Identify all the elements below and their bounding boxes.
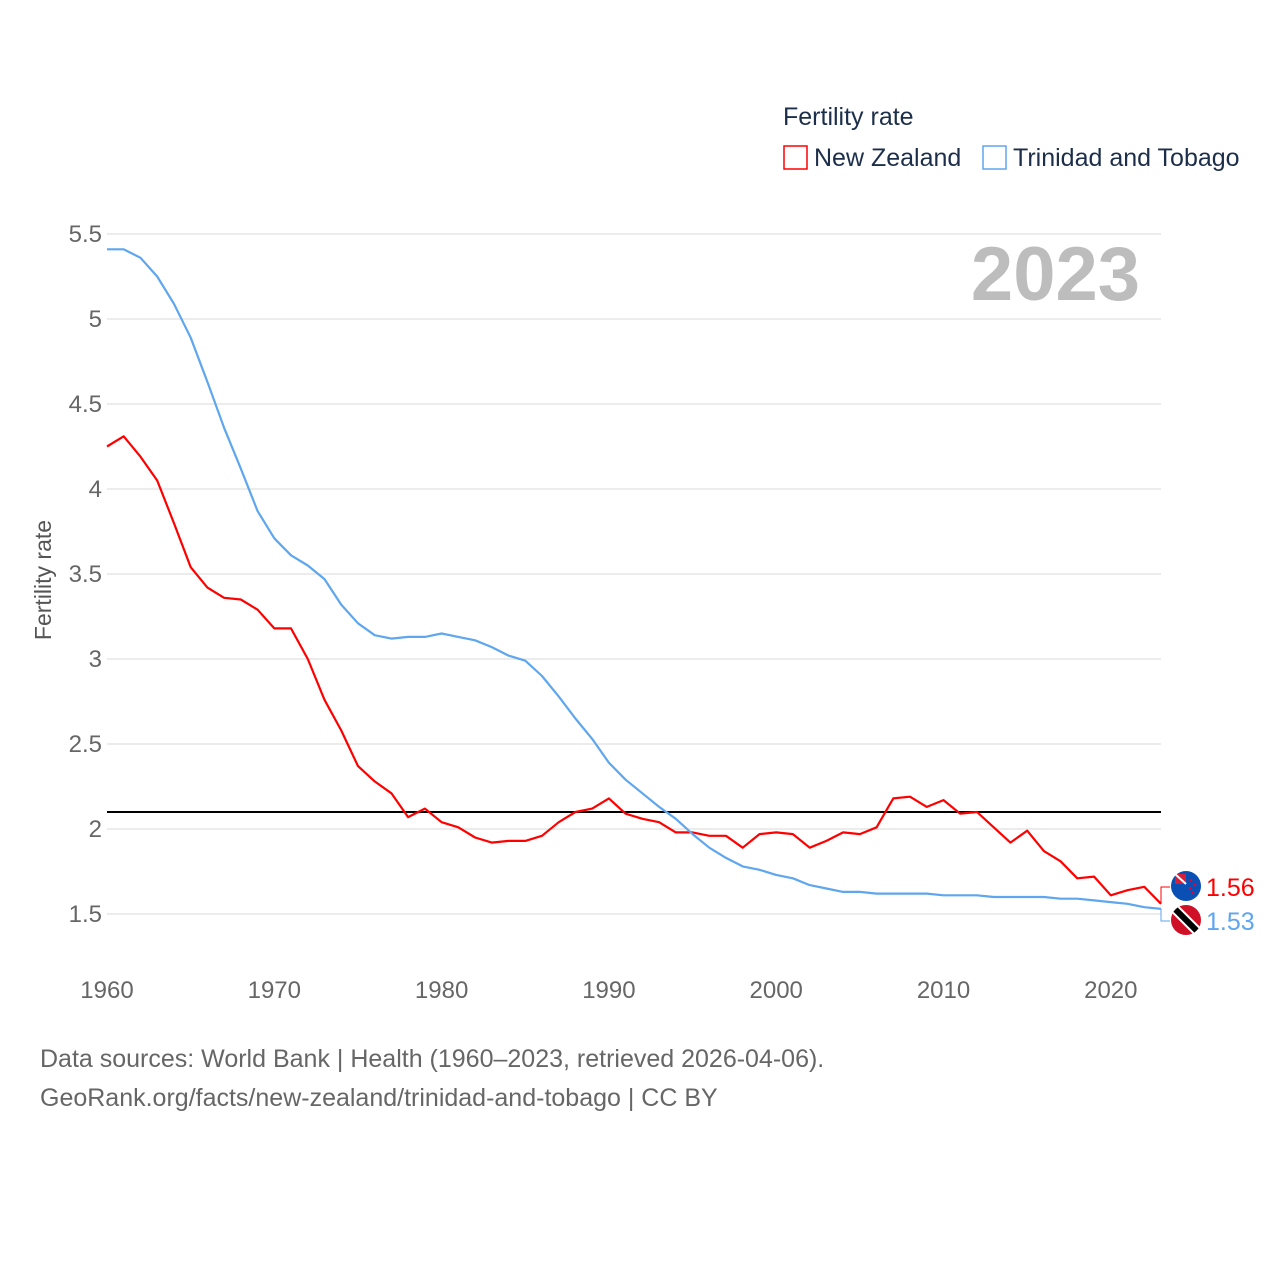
x-tick-label: 1970 [248,977,301,1004]
legend-label-trinidad-and-tobago[interactable]: Trinidad and Tobago [1013,144,1240,172]
y-tick-label: 4 [89,476,102,503]
y-axis-ticks: 1.5 2 2.5 3 3.5 4 4.5 5 5.5 [69,221,102,928]
footer-sources: Data sources: World Bank | Health (1960–… [40,1045,825,1073]
end-label-connector [1160,908,1170,922]
y-tick-label: 2 [89,816,102,843]
grid-lines [107,233,1161,915]
footer-link[interactable]: GeoRank.org/facts/new-zealand/trinidad-a… [40,1084,718,1112]
x-tick-label: 2000 [750,977,803,1004]
y-tick-label: 5 [89,306,102,333]
x-tick-label: 1960 [80,977,133,1004]
x-tick-label: 2020 [1084,977,1137,1004]
legend-swatch-trinidad-and-tobago[interactable] [982,145,1007,170]
x-tick-label: 1980 [415,977,468,1004]
x-tick-label: 2010 [917,977,970,1004]
legend-title: Fertility rate [783,103,914,131]
y-tick-label: 5.5 [69,221,102,248]
y-tick-label: 1.5 [69,901,102,928]
new-zealand-flag-icon [1171,871,1201,901]
legend-swatch-new-zealand[interactable] [783,145,808,170]
end-value-label: 1.53 [1206,908,1255,936]
end-label-connector [1160,886,1170,904]
series-lines [106,248,1162,910]
trinidad-and-tobago-flag-icon [1171,905,1201,935]
legend-label-new-zealand[interactable]: New Zealand [814,144,961,172]
end-labels: 1.56 1.53 [1160,871,1255,936]
y-tick-label: 2.5 [69,731,102,758]
series-line-new-zealand[interactable] [106,435,1162,905]
y-axis-label: Fertility rate [30,520,56,640]
y-tick-label: 3.5 [69,561,102,588]
end-value-label: 1.56 [1206,874,1255,902]
legend: Fertility rate New Zealand Trinidad and … [783,103,1240,172]
year-label: 2023 [971,232,1140,317]
x-axis-ticks: 1960 1970 1980 1990 2000 2010 2020 [80,977,1137,1004]
y-tick-label: 3 [89,646,102,673]
y-tick-label: 4.5 [69,391,102,418]
series-line-trinidad-and-tobago[interactable] [107,248,1162,910]
x-tick-label: 1990 [582,977,635,1004]
